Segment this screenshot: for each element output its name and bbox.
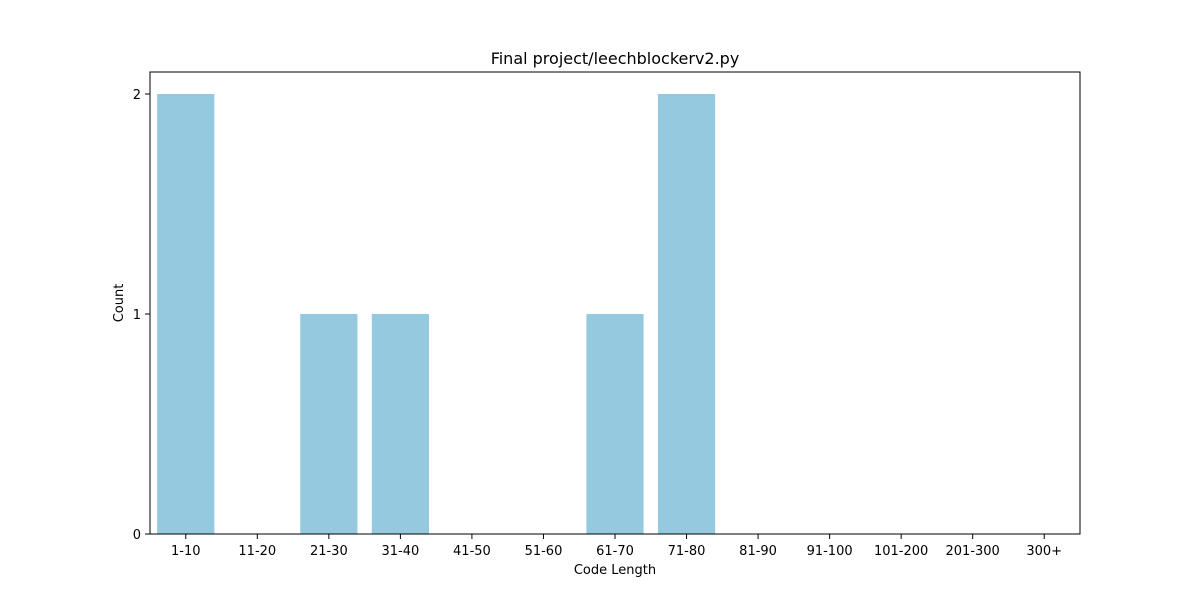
x-tick-label: 21-30: [310, 544, 348, 559]
y-axis: 0 1 2: [133, 88, 150, 543]
x-tick-label: 51-60: [525, 544, 563, 559]
x-tick-label: 41-50: [453, 544, 491, 559]
y-tick-label: 1: [133, 308, 141, 323]
x-tick-label: 201-300: [946, 544, 1000, 559]
x-tick-label: 101-200: [874, 544, 928, 559]
bars-group: [157, 94, 716, 534]
bar-61-70: [586, 314, 644, 534]
bar-21-30: [300, 314, 358, 534]
x-tick-label: 81-90: [739, 544, 777, 559]
x-tick-label: 71-80: [668, 544, 706, 559]
x-tick-label: 11-20: [238, 544, 276, 559]
x-axis-label: Code Length: [574, 563, 656, 578]
bar-31-40: [371, 314, 429, 534]
x-axis: 1-10 11-20 21-30 31-40 41-50 51-60 61-70 71-80 8…: [171, 534, 1062, 559]
x-tick-label: 300+: [1026, 544, 1062, 559]
x-tick-label: 1-10: [171, 544, 201, 559]
x-tick-label: 61-70: [596, 544, 634, 559]
bar-1-10: [157, 94, 215, 534]
y-axis-label: Count: [112, 284, 127, 323]
chart-title: Final project/leechblockerv2.py: [491, 49, 740, 68]
y-tick-label: 2: [133, 88, 141, 103]
x-tick-label: 31-40: [381, 544, 419, 559]
bar-71-80: [657, 94, 716, 534]
y-tick-label: 0: [133, 528, 141, 543]
x-tick-label: 91-100: [807, 544, 853, 559]
